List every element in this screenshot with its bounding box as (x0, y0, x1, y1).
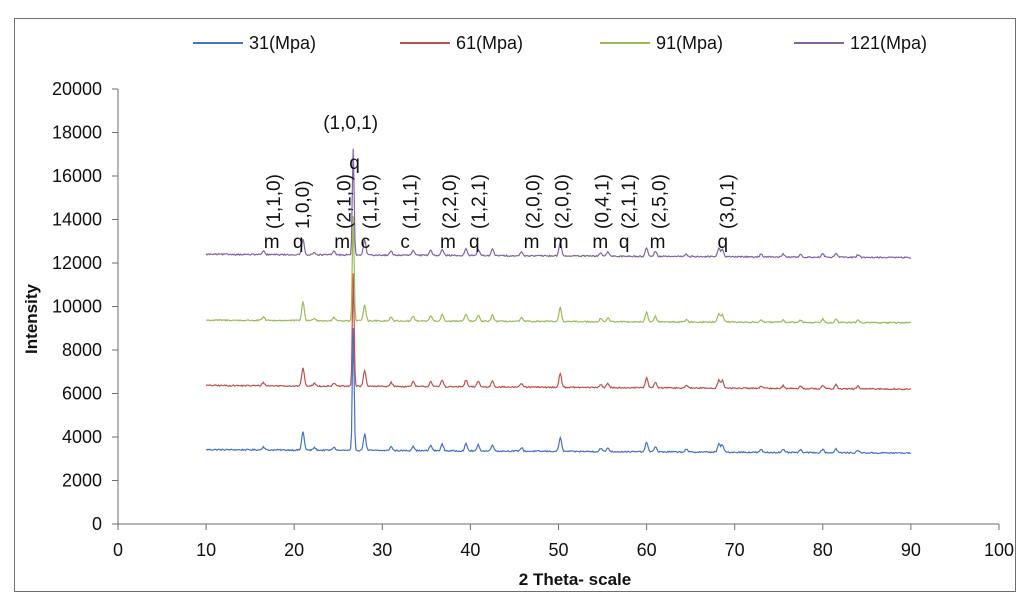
series-line-121(Mpa) (205, 148, 912, 259)
peak-miller-label: (2,0,0) (524, 174, 545, 229)
y-axis-label: Intensity (22, 284, 41, 354)
x-tick-label: 30 (372, 540, 392, 560)
peak-miller-label: (3,0,1) (717, 174, 738, 229)
x-tick-label: 100 (984, 540, 1014, 560)
peak-miller-label: 1,0,0) (293, 180, 314, 229)
peak-miller-label: (1,1,1) (400, 174, 421, 229)
y-tick-label: 20000 (52, 79, 102, 99)
peak-phase-label: m (650, 232, 666, 253)
peak-phase-label: c (400, 232, 410, 253)
xrd-chart: 31(Mpa) 61(Mpa) 91(Mpa) 121(Mpa) 0 2000 4000 6… (22, 33, 1014, 589)
peak-phase-label: m (440, 232, 456, 253)
x-axis-label: 2 Theta- scale (519, 570, 631, 589)
y-tick-label: 8000 (62, 340, 102, 360)
x-tick-label: 40 (460, 540, 480, 560)
series-line-61(Mpa) (205, 273, 912, 391)
peak-phase-label: m (592, 232, 608, 253)
legend-label: 121(Mpa) (850, 33, 927, 53)
x-tick-label: 90 (901, 540, 921, 560)
y-tick-label: 12000 (52, 253, 102, 273)
peak-annotations: m(1,1,0)q1,0,0)m(2,1,0)(1,0,1)qc(1,1,0)c… (264, 113, 739, 253)
legend-label: 91(Mpa) (656, 33, 723, 53)
y-tick-label: 0 (92, 514, 102, 534)
peak-miller-label: (1,1,0) (361, 174, 382, 229)
peak-miller-label: (2,1,1) (619, 174, 640, 229)
y-tick-label: 16000 (52, 166, 102, 186)
legend-label: 61(Mpa) (456, 33, 523, 53)
peak-miller-label: (2,1,0) (334, 174, 355, 229)
legend-label: 31(Mpa) (249, 33, 316, 53)
peak-phase-label: q (619, 232, 630, 253)
y-tick-label: 14000 (52, 210, 102, 230)
peak-miller-label: (1,2,1) (469, 174, 490, 229)
y-tick-label: 10000 (52, 297, 102, 317)
peak-phase-label: m (553, 232, 569, 253)
y-tick-label: 2000 (62, 471, 102, 491)
peak-miller-label: (1,0,1) (323, 113, 378, 134)
peak-miller-label: (2,0,0) (553, 174, 574, 229)
peak-phase-label: q (349, 153, 360, 174)
peak-phase-label: q (293, 232, 304, 253)
series-line-31(Mpa) (205, 327, 912, 455)
peak-phase-label: m (264, 232, 280, 253)
x-tick-label: 60 (637, 540, 657, 560)
y-tick-label: 4000 (62, 427, 102, 447)
peak-phase-label: c (361, 232, 371, 253)
x-tick-label: 50 (548, 540, 568, 560)
x-tick-label: 80 (813, 540, 833, 560)
axes: 0 2000 4000 6000 8000 10000 12000 14000 16000 180… (52, 79, 1014, 560)
legend: 31(Mpa) 61(Mpa) 91(Mpa) 121(Mpa) (193, 33, 927, 53)
peak-phase-label: m (524, 232, 540, 253)
x-tick-label: 0 (113, 540, 123, 560)
y-tick-label: 18000 (52, 123, 102, 143)
peak-phase-label: q (717, 232, 728, 253)
peak-miller-label: (2,2,0) (440, 174, 461, 229)
peak-miller-label: (2,5,0) (650, 174, 671, 229)
chart-frame: 31(Mpa) 61(Mpa) 91(Mpa) 121(Mpa) 0 2000 4000 6… (14, 18, 1016, 592)
peak-phase-label: q (469, 232, 480, 253)
x-tick-label: 10 (196, 540, 216, 560)
y-tick-label: 6000 (62, 384, 102, 404)
series-line-91(Mpa) (206, 215, 911, 325)
peak-phase-label: m (334, 232, 350, 253)
peak-miller-label: (1,1,0) (264, 174, 285, 229)
series-layer (205, 148, 912, 455)
x-tick-label: 20 (284, 540, 304, 560)
x-tick-label: 70 (725, 540, 745, 560)
peak-miller-label: (0,4,1) (592, 174, 613, 229)
